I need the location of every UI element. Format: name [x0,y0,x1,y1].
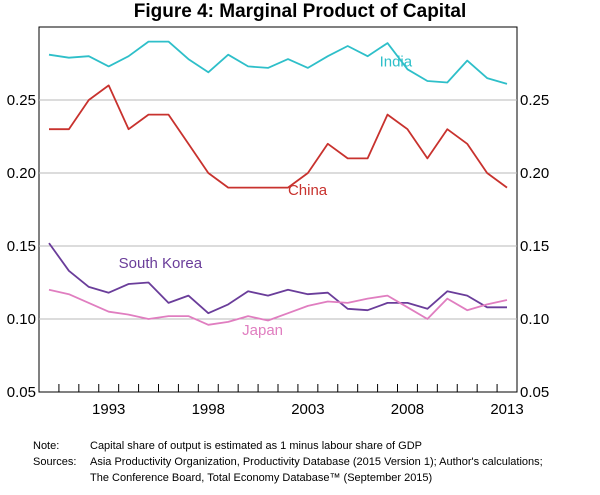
sources-key: Sources: [33,456,77,468]
x-tick-label: 2013 [490,401,523,418]
y-tick-label-left: 0.15 [7,238,36,255]
y-tick-label-left: 0.25 [7,92,36,109]
series-line-south-korea [48,242,507,315]
y-tick-label-right: 0.10 [520,311,549,328]
y-tick-label-right: 0.15 [520,238,549,255]
y-tick-label-right: 0.05 [520,384,549,401]
sources-line-1: Asia Productivity Organization, Producti… [90,456,543,468]
note-row: Note: Capital share of output is estimat… [33,438,543,454]
x-tick-label: 2003 [291,401,324,418]
series-label-china: China [288,182,328,199]
series-line-japan [48,288,508,326]
series-line-india [48,40,508,85]
series-line-china [49,84,508,189]
sources-line-2: The Conference Board, Total Economy Data… [90,472,433,484]
y-tick-label-left: 0.20 [7,165,36,182]
x-tick-label: 1998 [192,401,225,418]
series-label-japan: Japan [242,322,283,339]
y-tick-label-left: 0.10 [7,311,36,328]
chart-title: Figure 4: Marginal Product of Capital [133,1,467,22]
note-text: Capital share of output is estimated as … [90,440,423,452]
series-label-south-korea: South Korea [119,255,203,272]
sources-text: Asia Productivity Organization, Producti… [90,454,543,486]
line-chart: 0.05 0.05 0.10 0.10 0.15 0.15 0.20 0.20 0.25 0.25… [7,26,549,418]
series-label-india: India [380,53,413,70]
x-tick-label: 2008 [391,401,424,418]
footnotes: Note: Capital share of output is estimat… [33,438,543,486]
note-key: Note: [33,440,60,452]
y-tick-label-right: 0.20 [520,165,549,182]
y-tick-label-right: 0.25 [520,92,549,109]
sources-row: Sources: Asia Productivity Organization,… [33,454,543,486]
y-tick-label-left: 0.05 [7,384,36,401]
x-tick-label: 1993 [92,401,125,418]
